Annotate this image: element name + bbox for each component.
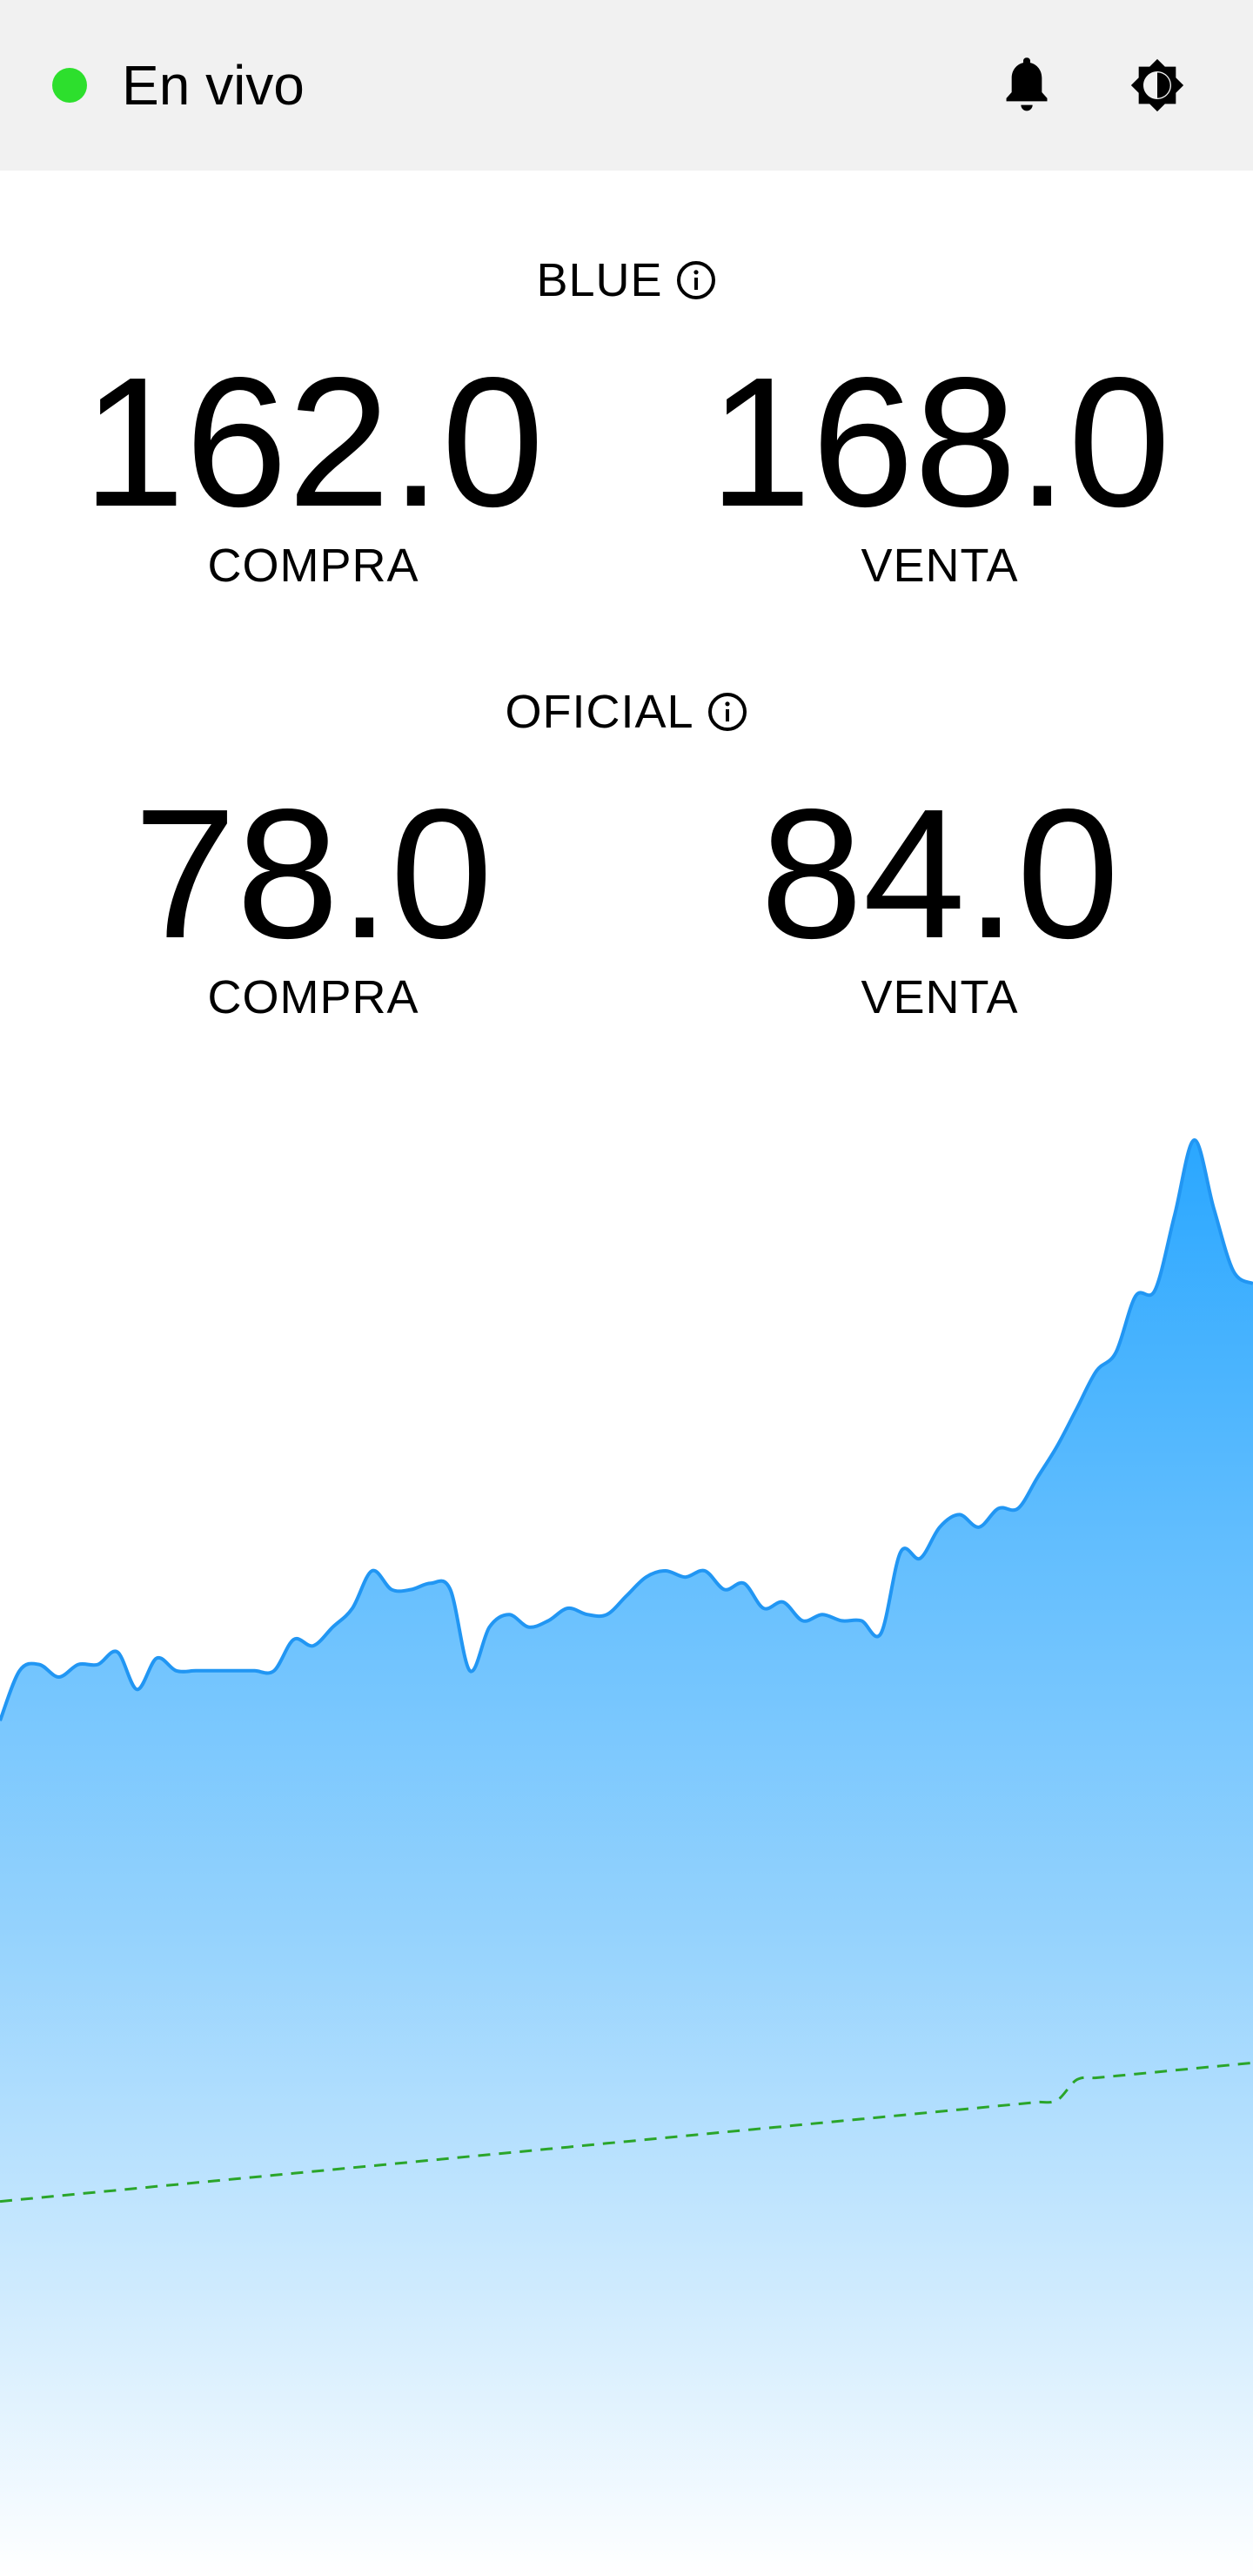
app-bar: En vivo xyxy=(0,0,1253,171)
blue-buy-value: 162.0 xyxy=(82,339,545,545)
live-status-label: En vivo xyxy=(122,54,305,117)
blue-title-label: BLUE xyxy=(536,254,663,306)
info-icon[interactable] xyxy=(707,689,748,745)
bell-icon xyxy=(1006,57,1048,111)
oficial-buy-value: 78.0 xyxy=(133,770,493,976)
oficial-series-line xyxy=(0,2061,1253,2204)
oficial-buy-label: COMPRA xyxy=(207,971,419,1023)
oficial-title-label: OFICIAL xyxy=(505,686,694,738)
live-status-dot xyxy=(52,68,87,103)
history-chart[interactable] xyxy=(0,1105,1253,2576)
brightness-icon xyxy=(1130,58,1184,112)
blue-series-area xyxy=(0,1139,1253,2576)
blue-sell-value: 168.0 xyxy=(708,339,1171,545)
theme-toggle-button[interactable] xyxy=(1121,49,1194,122)
oficial-sell-label: VENTA xyxy=(861,971,1019,1023)
blue-buy-label: COMPRA xyxy=(207,540,419,592)
blue-section-title: BLUE xyxy=(0,252,1253,313)
info-icon[interactable] xyxy=(675,258,717,313)
notifications-button[interactable] xyxy=(990,49,1063,122)
oficial-section-title: OFICIAL xyxy=(0,684,1253,745)
blue-series-line xyxy=(0,1137,1253,1721)
blue-sell-label: VENTA xyxy=(861,540,1019,592)
oficial-sell-value: 84.0 xyxy=(760,770,1120,976)
